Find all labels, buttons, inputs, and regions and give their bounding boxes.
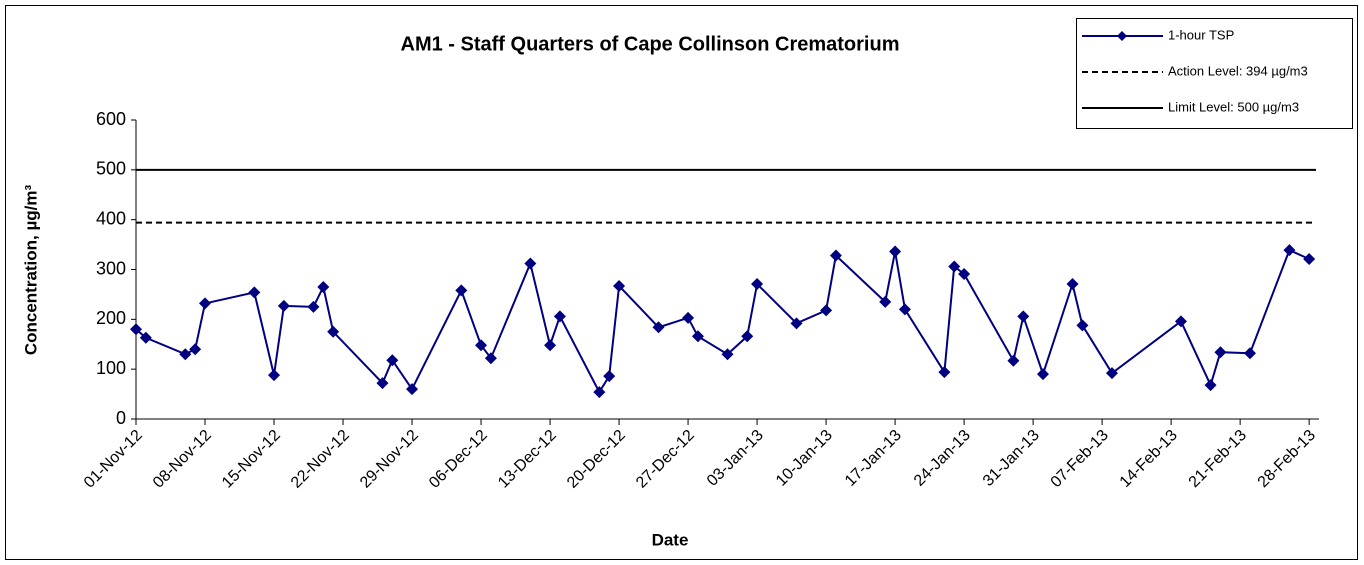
data-point <box>553 310 566 323</box>
data-point <box>475 339 488 352</box>
data-point <box>455 284 468 297</box>
data-point <box>652 321 665 334</box>
y-tick-label: 400 <box>96 208 126 228</box>
data-point <box>317 280 330 293</box>
y-axis-label: Concentration, µg/m³ <box>21 184 40 355</box>
data-point <box>1066 277 1079 290</box>
data-point <box>948 260 961 273</box>
data-point <box>1017 310 1030 323</box>
data-point <box>958 267 971 280</box>
data-point <box>248 286 261 299</box>
data-point <box>682 311 695 324</box>
data-point <box>179 348 192 361</box>
data-point <box>691 330 704 343</box>
x-axis-label: Date <box>652 530 689 549</box>
data-point <box>1174 315 1187 328</box>
data-point <box>524 257 537 270</box>
data-point <box>1243 347 1256 360</box>
y-tick-label: 500 <box>96 159 126 179</box>
data-point <box>1204 379 1217 392</box>
y-tick-label: 300 <box>96 258 126 278</box>
data-point <box>484 352 497 365</box>
data-point <box>593 386 606 399</box>
data-point <box>879 295 892 308</box>
y-tick-label: 0 <box>116 408 126 428</box>
data-point <box>829 249 842 262</box>
data-point <box>139 331 152 344</box>
data-point <box>603 370 616 383</box>
data-point <box>268 369 281 382</box>
data-point <box>189 343 202 356</box>
data-point <box>889 245 902 258</box>
legend-label: Limit Level: 500 µg/m3 <box>1168 99 1299 114</box>
data-point <box>1303 253 1316 266</box>
data-point <box>790 317 803 330</box>
data-point <box>1283 244 1296 257</box>
data-point <box>721 348 734 361</box>
data-point <box>327 325 340 338</box>
data-point <box>938 366 951 379</box>
legend-marker <box>1117 31 1127 41</box>
data-point <box>376 377 389 390</box>
data-point <box>307 300 320 313</box>
chart-title: AM1 - Staff Quarters of Cape Collinson C… <box>401 33 900 55</box>
y-tick-label: 100 <box>96 358 126 378</box>
data-point <box>130 323 142 336</box>
data-point <box>386 354 399 367</box>
data-point <box>406 383 419 396</box>
y-tick-label: 600 <box>96 109 126 129</box>
data-point <box>544 339 557 352</box>
data-point <box>1214 346 1227 359</box>
data-point <box>898 303 911 316</box>
data-point <box>277 299 290 312</box>
y-tick-label: 200 <box>96 308 126 328</box>
data-point <box>1105 367 1118 380</box>
data-point <box>613 279 626 292</box>
data-point <box>1076 319 1089 332</box>
data-point <box>741 330 754 343</box>
legend-label: Action Level: 394 µg/m3 <box>1168 63 1308 78</box>
data-point <box>199 297 212 310</box>
data-point <box>1007 354 1020 367</box>
legend-label: 1-hour TSP <box>1168 27 1234 42</box>
data-point <box>820 304 833 317</box>
data-point <box>751 277 764 290</box>
data-point <box>1036 368 1049 381</box>
